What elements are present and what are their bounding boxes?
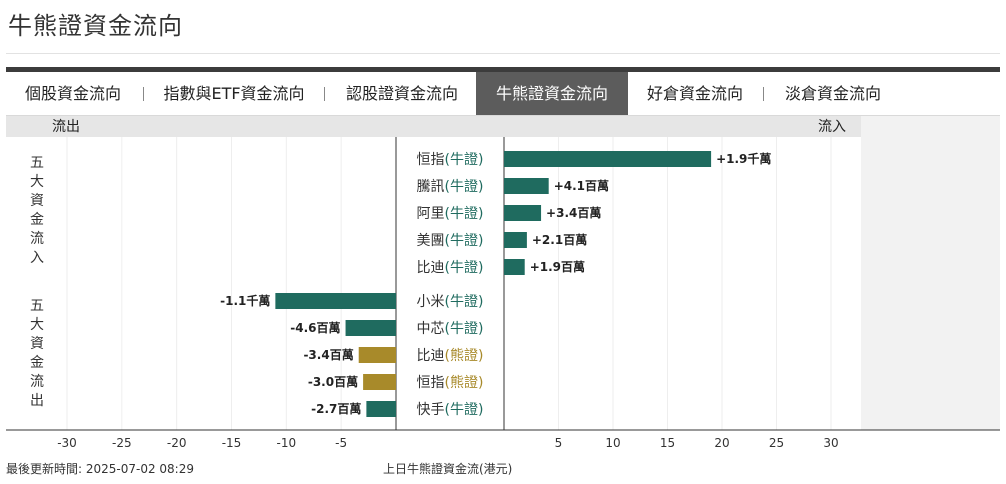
bar-outflow [363,374,396,390]
chart-right-panel [861,116,1000,430]
x-tick-label: 30 [823,436,838,450]
category-name: 比迪 [417,260,445,276]
x-tick-label: -10 [277,436,297,450]
inflow-side-label: 五大資金流入 [30,155,44,266]
last-updated: 最後更新時間: 2025-07-02 08:29 [6,462,194,476]
tab-warrant-flow[interactable]: 認股證資金流向 [345,84,458,103]
bar-outflow [345,320,396,336]
category-label: 美團(牛證) [417,232,484,249]
tab-separator [324,87,325,101]
tab-stock-flow[interactable]: 個股資金流向 [24,84,121,103]
bar-inflow [504,205,542,221]
category-name: 比迪 [417,348,445,364]
title-divider [6,53,1000,54]
tab-short-position-flow[interactable]: 淡倉資金流向 [784,84,881,103]
category-name: 阿里 [417,206,445,222]
category-tag: (牛證) [445,178,484,195]
data-label: -1.1千萬 [220,293,270,308]
category-label: 比迪(熊證) [417,347,484,364]
data-label: +1.9百萬 [530,259,585,274]
category-tag: (牛證) [445,151,484,168]
chart-caption: 上日牛熊證資金流(港元) [383,462,513,476]
bar-outflow [358,347,396,363]
inflow-header: 流入 [818,119,846,135]
data-label: -3.0百萬 [308,374,358,389]
tab-cbbc-flow[interactable]: 牛熊證資金流向 [476,72,628,115]
category-tag: (熊證) [445,347,484,364]
category-label: 恒指(熊證) [417,374,484,391]
data-label: -3.4百萬 [303,347,353,362]
category-name: 小米 [417,294,445,310]
bar-outflow [366,401,396,417]
category-tag: (牛證) [445,293,484,310]
category-tag: (牛證) [445,401,484,418]
page-title: 牛熊證資金流向 [8,12,183,40]
bar-inflow [504,232,527,248]
category-label: 恒指(牛證) [417,151,484,168]
tab-separator [763,87,764,101]
x-tick-label: 15 [660,436,675,450]
category-name: 中芯 [417,321,445,337]
data-label: +3.4百萬 [546,205,601,220]
category-label: 比迪(牛證) [417,259,484,276]
x-tick-label: 10 [605,436,620,450]
category-tag: (熊證) [445,374,484,391]
chart-header-band [6,116,861,137]
data-label: -2.7百萬 [311,401,361,416]
x-tick-label: 20 [714,436,729,450]
category-label: 快手(牛證) [417,401,484,418]
data-label: +4.1百萬 [554,178,609,193]
category-label: 小米(牛證) [417,293,484,310]
bar-inflow [504,259,525,275]
x-tick-label: -15 [222,436,242,450]
category-name: 美團 [417,233,445,249]
category-tag: (牛證) [445,259,484,276]
data-label: +1.9千萬 [716,151,771,166]
x-tick-label: 5 [555,436,563,450]
tab-bar-top-rule [6,67,1000,72]
x-tick-label: -5 [335,436,347,450]
category-tag: (牛證) [445,232,484,249]
outflow-header: 流出 [52,119,80,135]
category-label: 中芯(牛證) [417,320,484,337]
bar-inflow [504,151,712,167]
tab-bar: 個股資金流向 指數與ETF資金流向 認股證資金流向 牛熊證資金流向 好倉資金流向… [6,72,1000,116]
category-name: 恒指 [417,152,445,168]
category-label: 騰訊(牛證) [417,178,484,195]
category-name: 快手 [417,402,445,418]
category-label: 阿里(牛證) [417,205,484,222]
x-tick-label: -25 [112,436,132,450]
tab-long-position-flow[interactable]: 好倉資金流向 [646,84,743,103]
category-name: 恒指 [417,375,445,391]
cbbc-flow-chart: 流出 流入 -30 -25 -20 -15 -10 -5 5 10 15 20 25 30 恒指(牛證) +1… [6,116,1000,459]
bar-inflow [504,178,549,194]
category-tag: (牛證) [445,205,484,222]
tab-separator [143,87,144,101]
x-tick-label: 25 [769,436,784,450]
data-label: -4.6百萬 [290,320,340,335]
tab-index-etf-flow[interactable]: 指數與ETF資金流向 [163,84,305,103]
x-tick-label: -20 [167,436,187,450]
outflow-side-label: 五大資金流出 [30,298,44,409]
category-tag: (牛證) [445,320,484,337]
category-name: 騰訊 [417,178,445,195]
x-tick-label: -30 [57,436,77,450]
data-label: +2.1百萬 [532,232,587,247]
bar-outflow [275,293,396,309]
